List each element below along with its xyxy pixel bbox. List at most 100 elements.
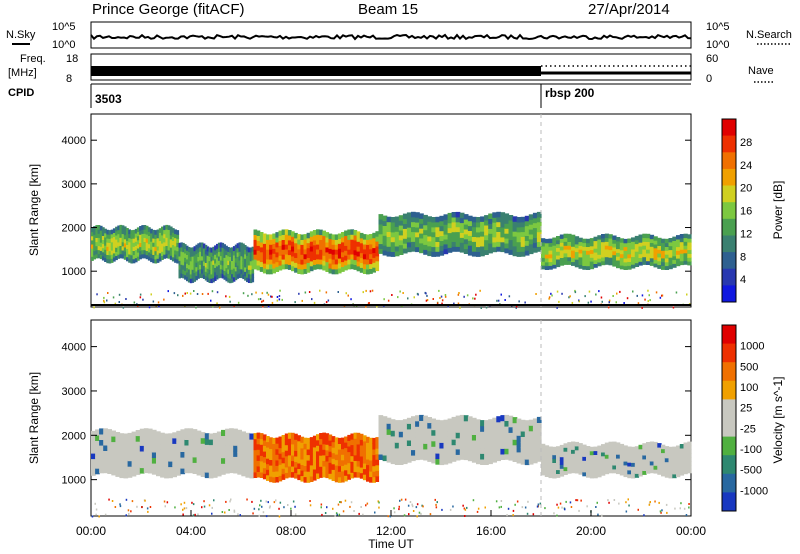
scatter-cell <box>574 465 580 470</box>
scatter-cell <box>178 242 181 248</box>
scatter-cell <box>372 476 376 483</box>
scatter-cell <box>436 302 439 305</box>
scatter-cell <box>520 241 526 247</box>
scatter-cell <box>204 438 210 445</box>
scatter-cell <box>342 510 345 513</box>
scatter-cell <box>576 499 579 502</box>
scatter-cell <box>638 245 643 251</box>
scatter-cell <box>156 237 160 243</box>
scatter-cell <box>492 241 497 248</box>
scatter-cell <box>228 295 231 298</box>
scatter-cell <box>197 256 200 262</box>
scatter-cell <box>653 263 658 268</box>
scatter-cell <box>619 459 625 464</box>
scatter-cell <box>184 257 187 263</box>
scatter-cell <box>589 241 595 247</box>
scatter-cell <box>455 216 461 223</box>
scatter-cell <box>187 260 191 266</box>
scatter-cell <box>184 252 187 258</box>
scatter-cell <box>221 441 226 448</box>
scatter-cell <box>331 239 336 245</box>
scatter-cell <box>208 247 211 253</box>
scatter-cell <box>439 425 445 432</box>
scatter-cell <box>443 229 449 235</box>
scatter-cell <box>309 448 314 455</box>
scatter-cell <box>123 242 127 248</box>
scatter-cell <box>475 293 477 296</box>
scatter-cell <box>447 247 453 253</box>
scatter-cell <box>649 441 655 446</box>
scatter-cell <box>372 242 376 249</box>
scatter-cell <box>262 456 267 463</box>
scatter-cell <box>262 243 267 249</box>
scatter-cell <box>476 419 481 426</box>
scatter-cell <box>300 464 305 471</box>
scatter-cell <box>93 226 96 231</box>
scatter-cell <box>161 226 164 232</box>
scatter-cell <box>233 509 236 512</box>
scatter-cell <box>653 243 658 249</box>
scatter-cell <box>201 293 204 295</box>
scatter-cell <box>347 244 351 250</box>
scatter-cell <box>443 419 449 426</box>
scatter-cell <box>604 446 610 451</box>
scatter-cell <box>269 459 273 466</box>
scatter-cell <box>431 231 436 238</box>
scatter-cell <box>649 445 655 450</box>
scatter-cell <box>642 466 647 471</box>
scatter-cell <box>183 507 186 510</box>
scatter-cell <box>459 437 465 444</box>
scatter-cell <box>439 240 445 246</box>
scatter-cell <box>249 260 253 266</box>
scatter-cell <box>353 443 358 450</box>
time-axis-label: Time UT <box>368 537 414 551</box>
scatter-cell <box>232 250 236 256</box>
scatter-cell <box>309 453 314 460</box>
scatter-cell <box>182 247 185 253</box>
scatter-cell <box>123 455 129 462</box>
scatter-cell <box>309 236 314 242</box>
scatter-cell <box>593 252 598 257</box>
scatter-cell <box>325 291 328 294</box>
scatter-cell <box>627 257 632 262</box>
scatter-cell <box>176 250 180 256</box>
scatter-cell <box>532 446 538 453</box>
scatter-cell <box>180 251 183 257</box>
scatter-cell <box>193 254 196 260</box>
scatter-cell <box>567 449 572 455</box>
scatter-cell <box>431 435 436 442</box>
scatter-cell <box>251 277 255 283</box>
scatter-cell <box>229 428 234 435</box>
scatter-cell <box>176 436 181 443</box>
scatter-cell <box>312 239 317 246</box>
scatter-cell <box>331 263 336 270</box>
scatter-cell <box>679 507 681 510</box>
scatter-cell <box>334 437 339 444</box>
scatter-cell <box>221 457 226 464</box>
scatter-cell <box>571 238 576 243</box>
scatter-cell <box>312 254 317 260</box>
scatter-cell <box>269 239 273 245</box>
scatter-cell <box>106 233 110 239</box>
scatter-cell <box>548 253 553 259</box>
scatter-cell <box>306 252 311 258</box>
scatter-cell <box>275 261 280 268</box>
scatter-cell <box>597 235 602 240</box>
scatter-cell <box>578 470 583 475</box>
scatter-cell <box>634 465 640 471</box>
scatter-cell <box>582 246 587 251</box>
scatter-cell <box>508 249 514 255</box>
scatter-cell <box>627 446 632 451</box>
scatter-cell <box>627 242 632 247</box>
scatter-cell <box>191 269 195 275</box>
scatter-cell <box>321 513 323 516</box>
scatter-cell <box>451 221 457 228</box>
scatter-cell <box>259 256 264 263</box>
velocity-colorbar-label: Velocity [m s^-1] <box>771 377 785 464</box>
scatter-cell <box>463 243 469 250</box>
scatter-cell <box>266 463 270 470</box>
scatter-cell <box>406 227 412 233</box>
scatter-cell <box>247 264 251 270</box>
scatter-cell <box>586 465 591 470</box>
scatter-cell <box>160 471 165 478</box>
